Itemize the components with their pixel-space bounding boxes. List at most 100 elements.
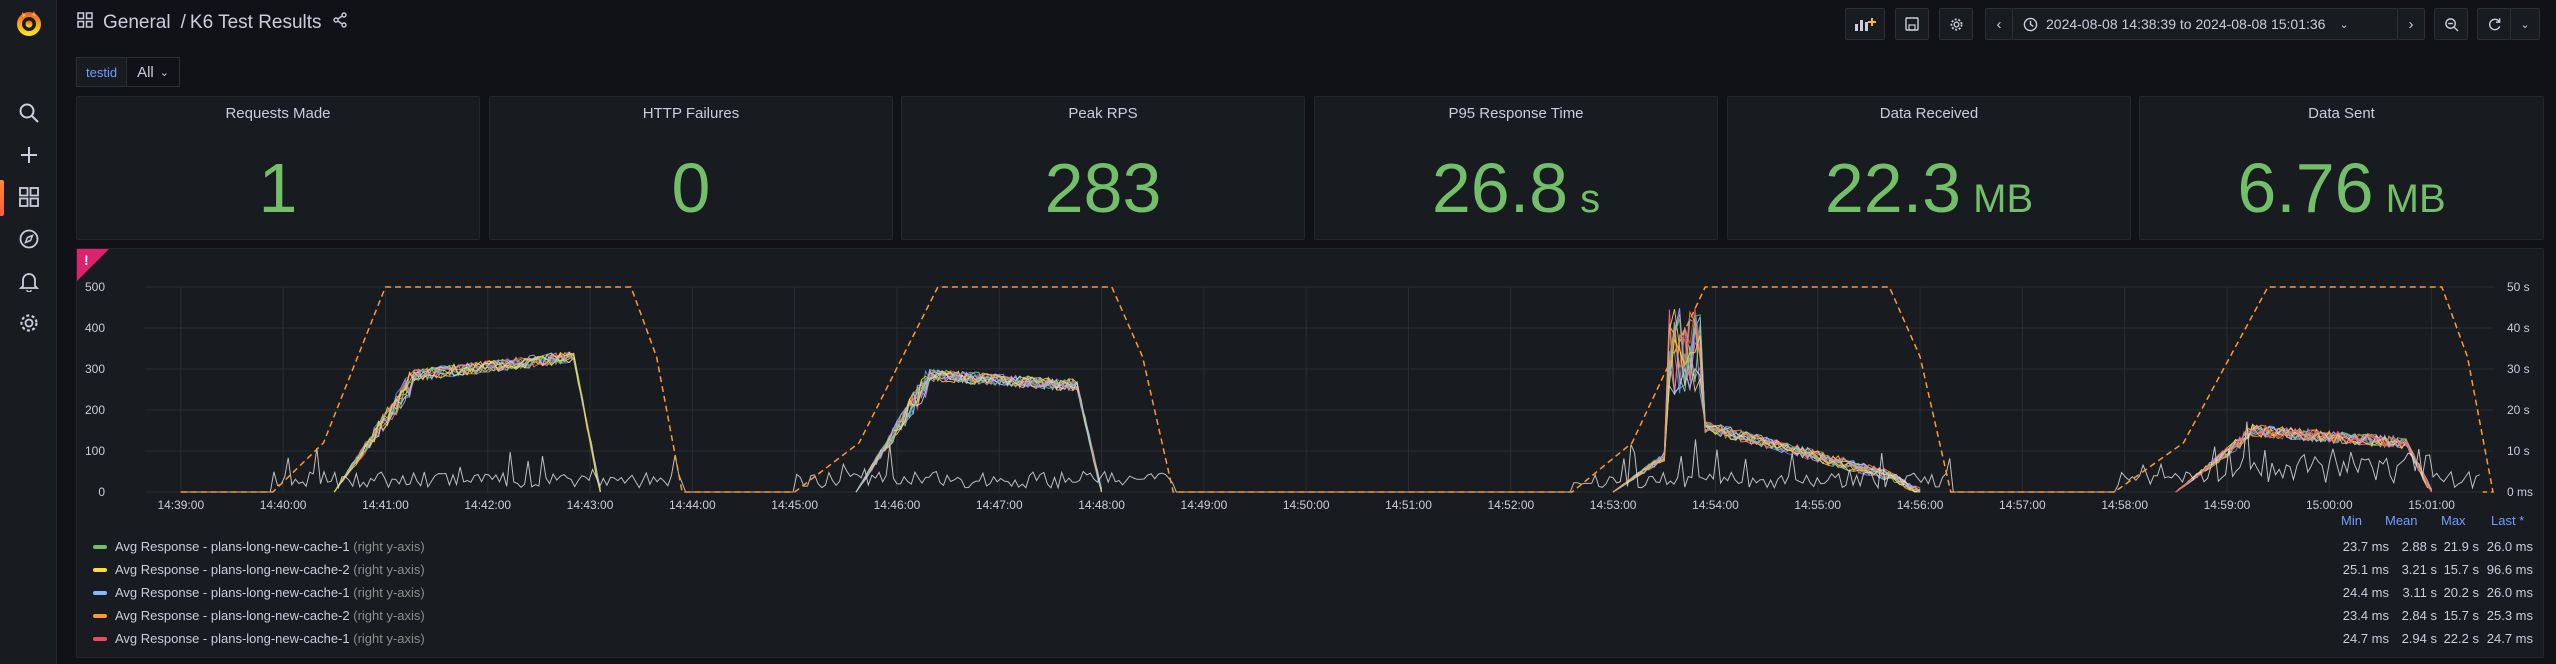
x-tick: 14:48:00 <box>1078 498 1125 512</box>
sidebar <box>0 0 57 664</box>
alert-exclamation: ! <box>84 252 89 268</box>
legend-max: 15.7 s <box>2443 562 2479 577</box>
stat-panel-requests-made[interactable]: Requests Made 1 <box>76 96 480 240</box>
y-tick-right: 40 s <box>2507 321 2530 335</box>
legend-row[interactable]: Avg Response - plans-long-new-cache-2 (r… <box>93 559 2533 581</box>
legend-max: 15.7 s <box>2443 608 2479 623</box>
refresh-interval-dropdown[interactable]: ⌄ <box>2510 8 2540 40</box>
stat-panel-data-sent[interactable]: Data Sent 6.76 MB <box>2139 96 2544 240</box>
add-panel-button[interactable] <box>1845 8 1885 40</box>
left-axis: 0 100 200 300 400 500 <box>85 280 105 499</box>
variable-select-value: All <box>137 63 154 81</box>
create-plus-icon[interactable] <box>16 142 42 168</box>
right-axis: 0 ms 10 s 20 s 30 s 40 s 50 s <box>2507 280 2533 499</box>
alerting-bell-icon[interactable] <box>16 268 42 294</box>
response-line <box>333 351 601 493</box>
legend-row[interactable]: Avg Response - plans-long-new-cache-1 (r… <box>93 536 2533 558</box>
save-icon <box>1905 17 1919 31</box>
zoom-out-button[interactable] <box>2434 8 2468 40</box>
legend-series-name: Avg Response - plans-long-new-cache-1 (r… <box>115 631 425 646</box>
y-tick-left: 300 <box>85 362 105 376</box>
search-icon[interactable] <box>16 100 42 126</box>
x-axis: 14:39:00 14:40:00 14:41:00 14:42:00 14:43:00… <box>157 498 2455 512</box>
response-line <box>1612 310 1921 493</box>
legend-swatch <box>93 545 107 549</box>
stat-panel-p95-response-time[interactable]: P95 Response Time 26.8 s <box>1314 96 1718 240</box>
active-indicator <box>0 180 4 216</box>
legend-row[interactable]: Avg Response - plans-long-new-cache-2 (r… <box>93 605 2533 627</box>
chevron-down-icon: ⌄ <box>159 66 169 79</box>
legend-mean: 2.88 s <box>2401 539 2437 554</box>
legend-header-min[interactable]: Min <box>2341 513 2362 528</box>
x-tick: 14:47:00 <box>976 498 1023 512</box>
response-line <box>333 351 601 493</box>
add-panel-icon <box>1855 18 1876 31</box>
response-line <box>855 370 1103 493</box>
legend-series-name: Avg Response - plans-long-new-cache-2 (r… <box>115 608 425 623</box>
y-tick-left: 200 <box>85 403 105 417</box>
response-line <box>1612 313 1921 493</box>
time-forward-button[interactable]: › <box>2397 8 2425 40</box>
response-line <box>1612 317 1921 493</box>
time-range-picker[interactable]: 2024-08-08 14:38:39 to 2024-08-08 15:01:… <box>2012 8 2398 40</box>
x-tick: 14:45:00 <box>771 498 818 512</box>
response-line <box>333 351 601 493</box>
legend-mean: 3.21 s <box>2401 562 2437 577</box>
stat-value: 1 <box>258 149 298 227</box>
response-line <box>1612 308 1921 493</box>
explore-compass-icon[interactable] <box>16 226 42 252</box>
legend-header-mean[interactable]: Mean <box>2385 513 2418 528</box>
save-dashboard-button[interactable] <box>1895 8 1929 40</box>
legend-header-last[interactable]: Last * <box>2491 513 2525 528</box>
y-tick-right: 20 s <box>2507 403 2530 417</box>
rps-line <box>180 421 2480 493</box>
timeseries-panel[interactable]: 0 100 200 300 400 500 0 ms 10 s 20 s 30 s 40 s 50 … <box>76 248 2544 658</box>
legend-mean: 2.84 s <box>2401 608 2437 623</box>
legend-row[interactable]: Avg Response - plans-long-new-cache-1 (r… <box>93 582 2533 604</box>
chevron-down-icon: ⌄ <box>2520 18 2530 31</box>
legend-max: 20.2 s <box>2443 585 2479 600</box>
stat-value: 26.8 s <box>1431 149 1601 227</box>
stat-title: P95 Response Time <box>1448 105 1584 122</box>
share-icon[interactable] <box>332 12 348 34</box>
stat-title: Data Received <box>1879 105 1979 122</box>
variable-select-testid[interactable]: All ⌄ <box>127 57 180 87</box>
stat-unit: MB <box>2385 177 2446 221</box>
legend-min: 23.4 ms <box>2342 608 2389 623</box>
timeseries-chart[interactable]: 0 100 200 300 400 500 0 ms 10 s 20 s 30 s 40 s 50 … <box>77 249 2545 659</box>
refresh-button[interactable] <box>2477 8 2511 40</box>
page-title[interactable]: K6 Test Results <box>189 12 322 33</box>
x-tick: 14:49:00 <box>1181 498 1228 512</box>
y-tick-left: 400 <box>85 321 105 335</box>
legend-series-name: Avg Response - plans-long-new-cache-1 (r… <box>115 585 425 600</box>
time-back-button[interactable]: ‹ <box>1985 8 2013 40</box>
breadcrumb-folder[interactable]: General <box>103 12 171 33</box>
response-line <box>1612 313 1921 493</box>
variable-bar: testid All ⌄ <box>76 57 180 87</box>
grafana-logo-icon[interactable] <box>14 8 44 38</box>
response-line <box>2175 426 2432 493</box>
x-tick: 14:50:00 <box>1283 498 1330 512</box>
chart-grid <box>145 286 2493 493</box>
y-tick-left: 500 <box>85 280 105 294</box>
x-tick: 14:54:00 <box>1692 498 1739 512</box>
dashboards-icon[interactable] <box>16 184 42 210</box>
dashboard-settings-button[interactable] <box>1939 8 1973 40</box>
legend-row[interactable]: Avg Response - plans-long-new-cache-1 (r… <box>93 628 2533 650</box>
gear-icon <box>1950 18 1962 30</box>
legend-header-max[interactable]: Max <box>2441 513 2466 528</box>
stat-panel-http-failures[interactable]: HTTP Failures 0 <box>489 96 893 240</box>
stat-panel-peak-rps[interactable]: Peak RPS 283 <box>901 96 1305 240</box>
x-tick: 14:55:00 <box>1794 498 1841 512</box>
alert-corner-icon[interactable] <box>77 249 109 281</box>
time-range-text: 2024-08-08 14:38:39 to 2024-08-08 15:01:… <box>2046 16 2326 32</box>
response-line <box>1612 309 1921 493</box>
stat-panel-data-received[interactable]: Data Received 22.3 MB <box>1727 96 2131 240</box>
x-tick: 14:53:00 <box>1590 498 1637 512</box>
legend-series-name: Avg Response - plans-long-new-cache-2 (r… <box>115 562 425 577</box>
y-tick-right: 30 s <box>2507 362 2530 376</box>
variable-label-testid: testid <box>76 57 128 87</box>
settings-gear-icon[interactable] <box>16 310 42 336</box>
legend-swatch <box>93 614 107 618</box>
x-tick: 14:44:00 <box>669 498 716 512</box>
